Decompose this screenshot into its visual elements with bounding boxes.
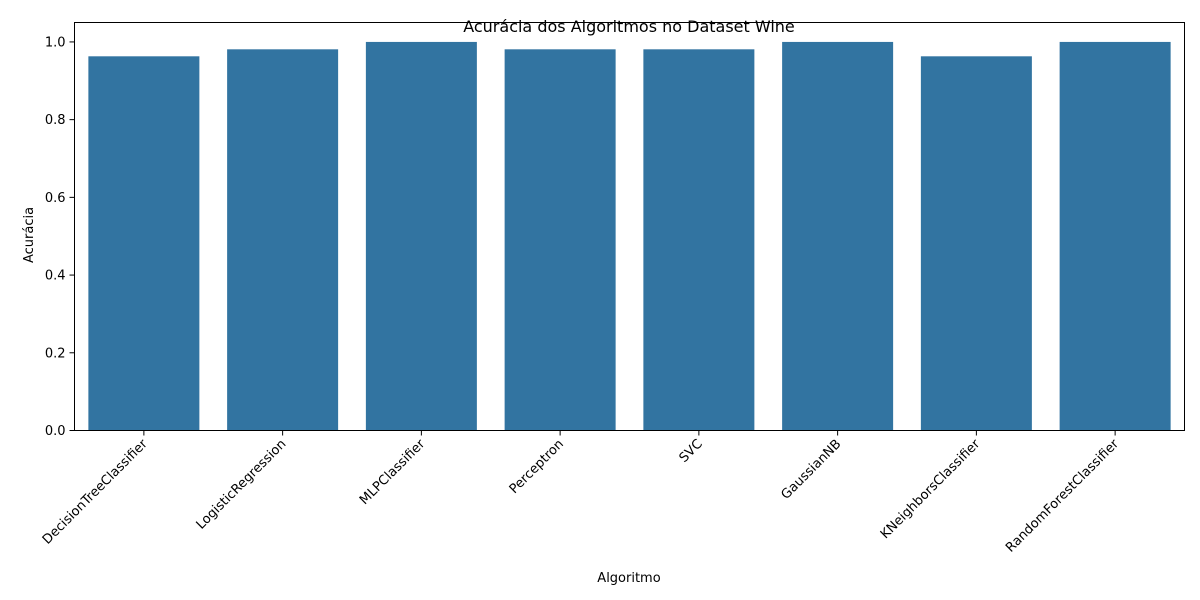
bar-Perceptron — [504, 49, 616, 431]
x-axis-ticks: DecisionTreeClassifier LogisticRegression… — [40, 430, 1122, 556]
x-tick-label: KNeighborsClassifier — [878, 436, 984, 542]
x-tick-label: DecisionTreeClassifier — [40, 436, 151, 547]
y-tick-label: 0.8 — [45, 113, 66, 128]
y-tick-label: 0.6 — [45, 191, 66, 206]
bar-LogisticRegression — [227, 49, 339, 431]
y-tick-label: 1.0 — [45, 35, 66, 50]
bar-group — [88, 41, 1171, 431]
x-tick-label: Perceptron — [507, 437, 567, 497]
y-axis-label: Acurácia — [22, 207, 37, 263]
y-tick-label: 0.4 — [45, 269, 66, 284]
bar-MLPClassifier — [365, 41, 477, 431]
x-tick-label: GaussianNB — [778, 437, 844, 503]
bar-DecisionTreeClassifier — [88, 56, 200, 431]
x-axis-label: Algoritmo — [597, 571, 660, 586]
x-tick-label: RandomForestClassifier — [1003, 436, 1122, 555]
chart-title: Acurácia dos Algoritmos no Dataset Wine — [463, 17, 795, 36]
y-tick-label: 0.0 — [45, 424, 66, 439]
x-tick-label: LogisticRegression — [194, 437, 290, 533]
x-tick-label: SVC — [677, 437, 706, 466]
x-tick-label: MLPClassifier — [357, 436, 429, 508]
bar-SVC — [643, 49, 755, 431]
plot-frame — [74, 22, 1185, 431]
bar-GaussianNB — [782, 41, 894, 431]
bar-KNeighborsClassifier — [920, 56, 1032, 431]
y-axis-ticks: 0.0 0.2 0.4 0.6 0.8 1.0 — [45, 35, 75, 439]
y-tick-label: 0.2 — [45, 346, 66, 361]
bar-RandomForestClassifier — [1059, 41, 1171, 431]
